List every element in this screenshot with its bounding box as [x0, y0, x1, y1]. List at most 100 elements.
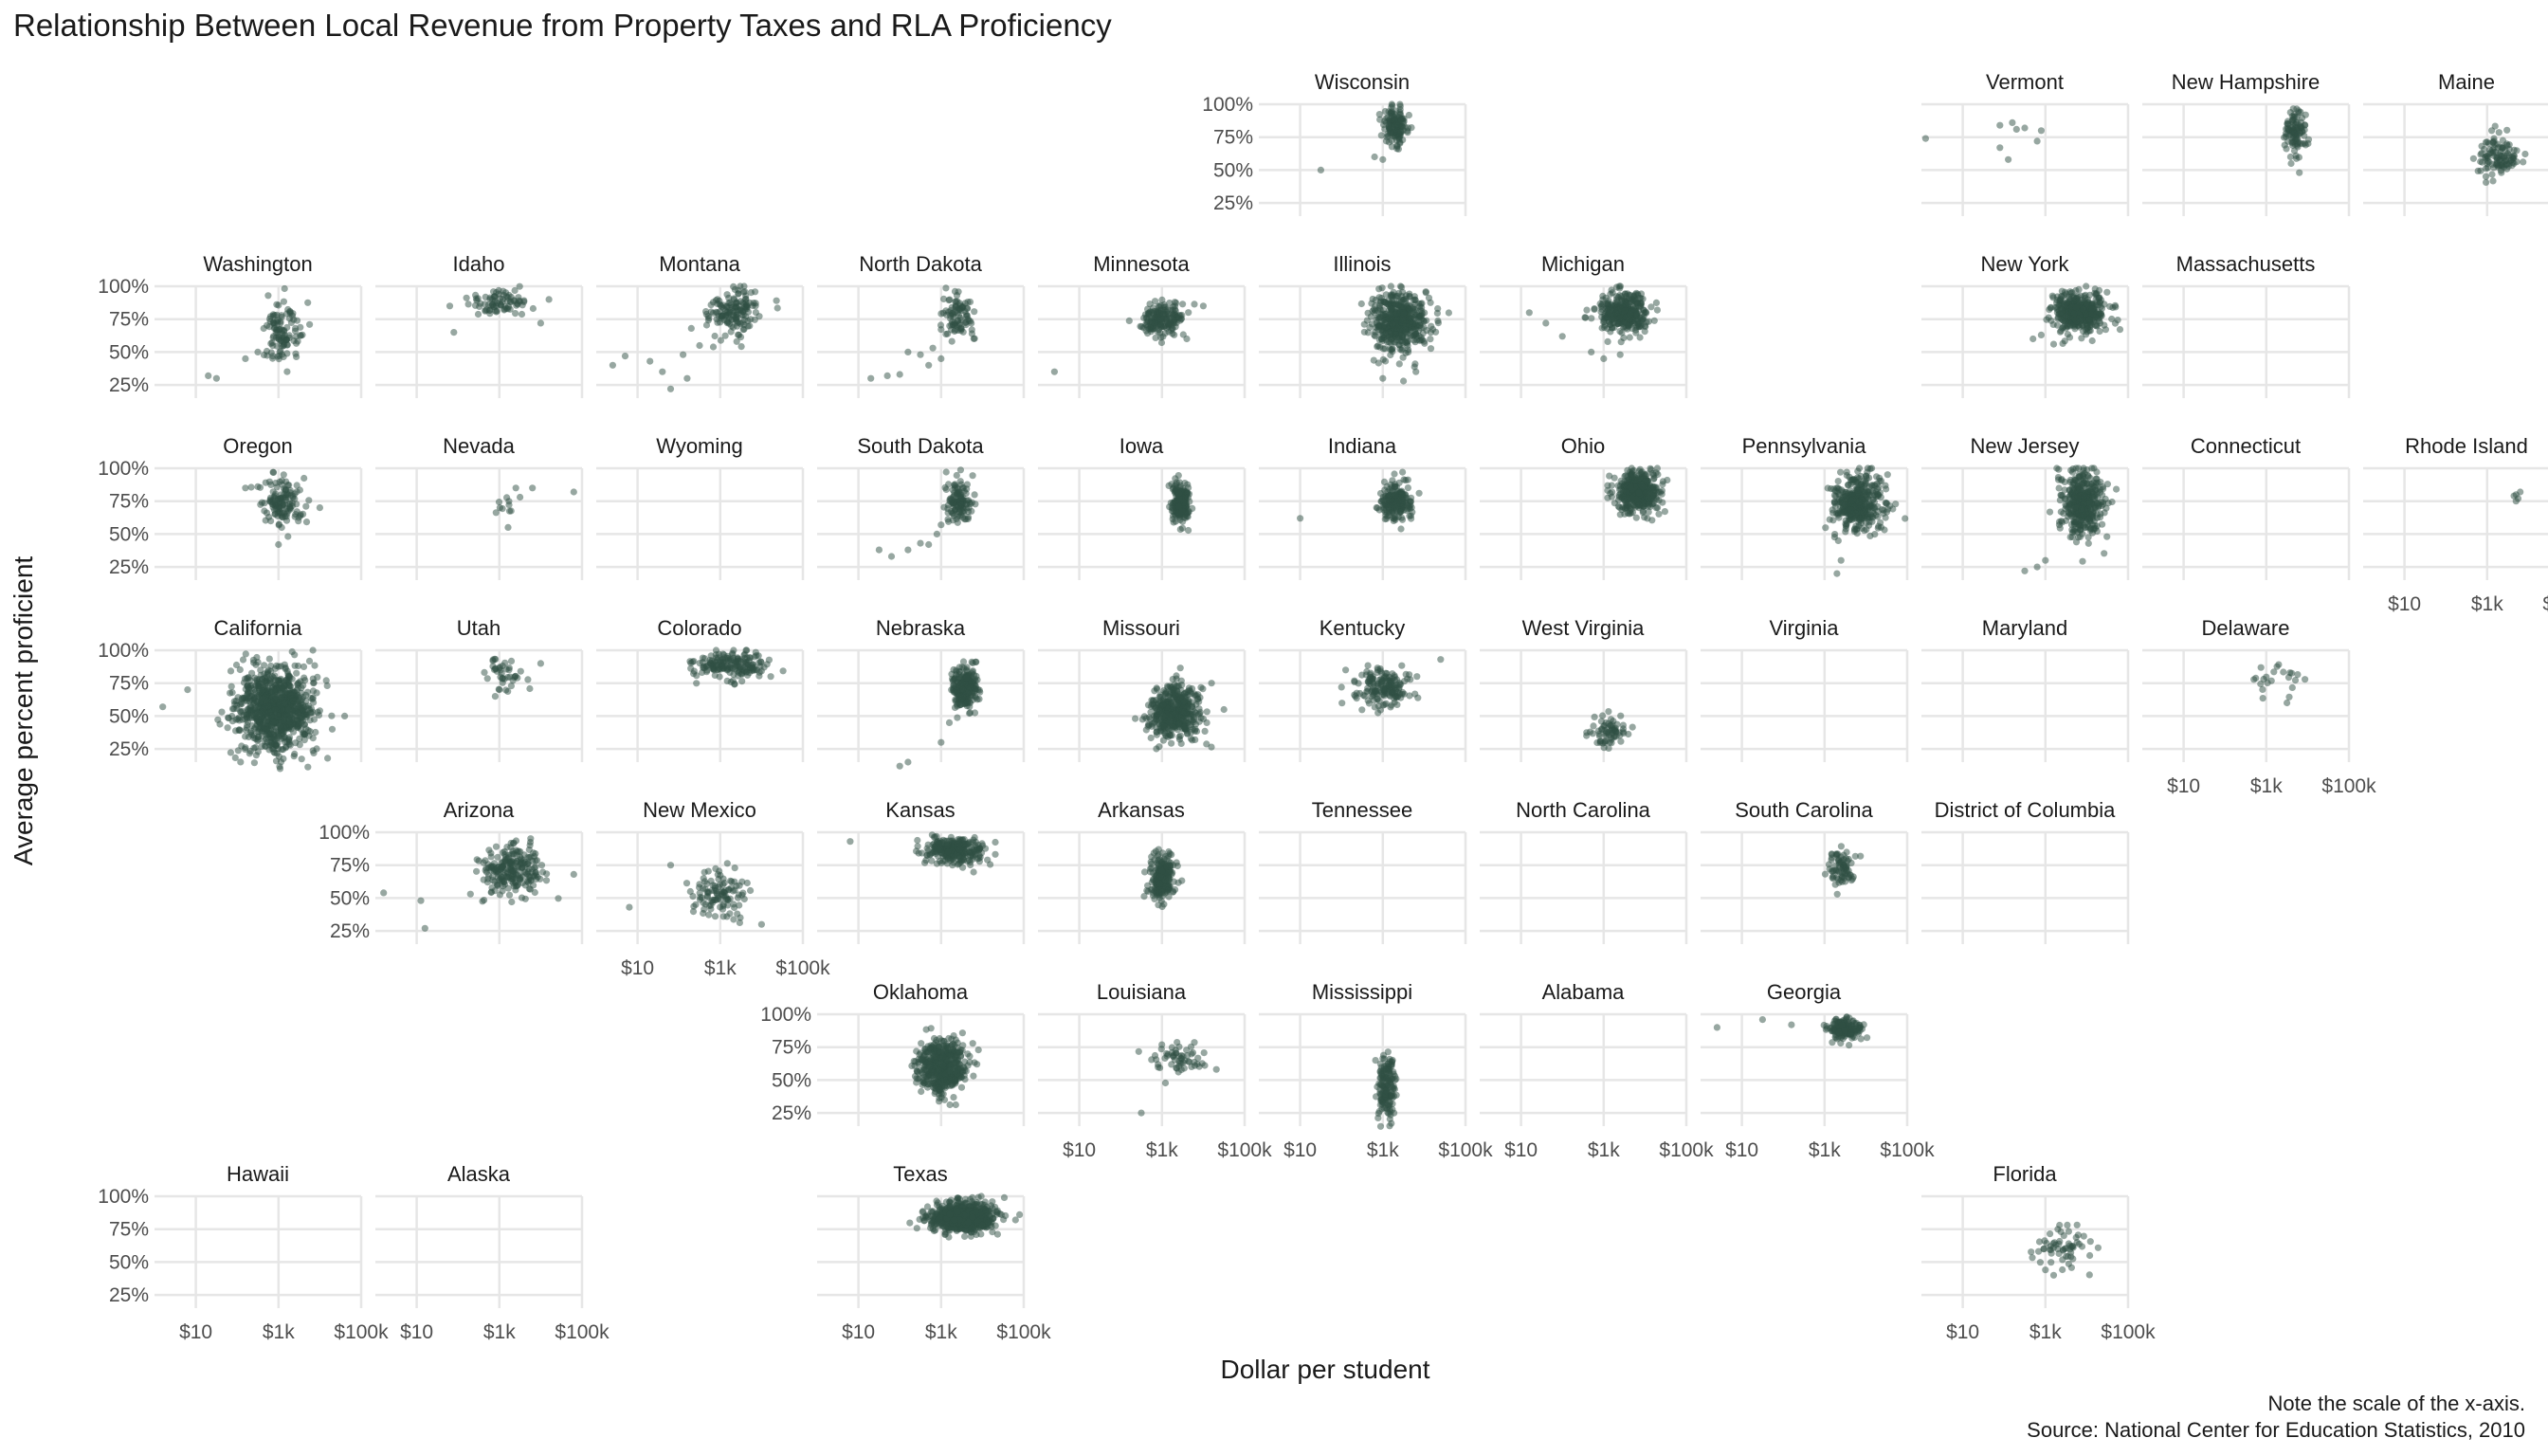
data-point: [1884, 471, 1891, 479]
data-point: [292, 333, 300, 340]
data-point: [702, 321, 711, 329]
data-point: [1855, 475, 1863, 482]
data-point: [964, 515, 972, 523]
x-tick-label: $100k: [2542, 593, 2548, 615]
data-point: [324, 755, 332, 762]
data-point: [2097, 310, 2105, 318]
data-point: [1855, 499, 1863, 506]
data-point: [917, 539, 924, 547]
data-point: [1152, 314, 1159, 321]
data-point: [1407, 302, 1414, 310]
data-point: [2080, 511, 2087, 519]
data-point: [313, 689, 320, 697]
data-point: [925, 361, 933, 369]
data-point: [2503, 165, 2511, 173]
data-point: [1396, 102, 1404, 110]
data-point: [1377, 498, 1386, 505]
data-point: [2499, 136, 2506, 144]
data-point: [1397, 525, 1405, 533]
data-point: [1389, 297, 1396, 305]
data-point: [944, 509, 952, 517]
data-point: [1834, 537, 1842, 545]
data-point: [1406, 498, 1413, 505]
x-tick-label: $10: [2388, 593, 2421, 615]
data-point: [1400, 311, 1408, 318]
data-point: [1644, 515, 1651, 522]
data-point: [2057, 508, 2065, 516]
data-point: [1406, 293, 1413, 300]
data-point: [495, 499, 503, 506]
data-point: [2493, 156, 2501, 164]
data-point: [1400, 377, 1408, 385]
data-point: [1382, 357, 1390, 365]
data-point: [942, 284, 950, 292]
data-point: [2064, 314, 2071, 321]
data-point: [687, 324, 695, 332]
data-point: [1406, 512, 1413, 519]
data-point: [1407, 315, 1414, 322]
data-point: [948, 496, 956, 503]
data-point: [287, 318, 295, 326]
panel-vermont: Vermont: [1921, 70, 2130, 216]
data-point: [716, 297, 723, 305]
data-point: [515, 294, 522, 301]
data-point: [2495, 129, 2502, 136]
data-point: [740, 325, 748, 333]
y-tick-label: 25%: [109, 374, 149, 396]
data-point: [2074, 482, 2082, 490]
data-point: [1829, 509, 1837, 517]
data-point: [1427, 336, 1434, 343]
data-point: [499, 296, 507, 303]
data-point: [1360, 328, 1368, 336]
data-point: [1842, 493, 1849, 500]
data-point: [486, 294, 494, 301]
data-point: [1842, 525, 1849, 533]
data-point: [2049, 340, 2058, 348]
data-point: [1376, 489, 1385, 498]
panel-nevada: Nevada: [375, 434, 584, 580]
data-point: [1404, 124, 1411, 132]
data-point: [2093, 527, 2101, 536]
data-point: [520, 298, 528, 305]
data-point: [1876, 489, 1884, 497]
data-point: [1153, 322, 1160, 330]
data-point: [1831, 531, 1839, 538]
data-point: [929, 344, 937, 352]
data-point: [1125, 317, 1133, 324]
panel-title: Massachusetts: [2176, 252, 2316, 276]
data-point: [1387, 310, 1394, 318]
data-point: [1659, 481, 1666, 488]
data-point: [293, 339, 300, 347]
data-point: [1868, 501, 1876, 509]
panel-title: Indiana: [1328, 434, 1397, 458]
data-point: [1387, 282, 1394, 290]
data-point: [2071, 476, 2079, 484]
data-point: [2081, 492, 2088, 500]
data-point: [1389, 320, 1396, 328]
data-point: [2075, 520, 2083, 529]
data-point: [1396, 108, 1404, 116]
data-point: [518, 310, 526, 318]
data-point: [1875, 522, 1883, 530]
data-point: [2033, 563, 2041, 571]
data-point: [1633, 311, 1641, 318]
data-point: [2070, 310, 2078, 318]
data-point: [254, 348, 262, 355]
data-point: [1392, 514, 1399, 521]
data-point: [1612, 293, 1620, 300]
data-point: [917, 351, 924, 358]
data-point: [1649, 469, 1657, 477]
data-point: [500, 306, 508, 314]
y-tick-label: 50%: [109, 705, 149, 727]
data-point: [1179, 300, 1187, 308]
data-point: [1649, 500, 1657, 508]
data-point: [2056, 328, 2065, 336]
data-point: [1866, 532, 1874, 540]
data-point: [328, 712, 336, 719]
data-point: [2067, 466, 2075, 474]
data-point: [1175, 312, 1183, 319]
data-point: [1834, 484, 1842, 492]
data-point: [293, 500, 300, 508]
data-point: [276, 348, 283, 355]
